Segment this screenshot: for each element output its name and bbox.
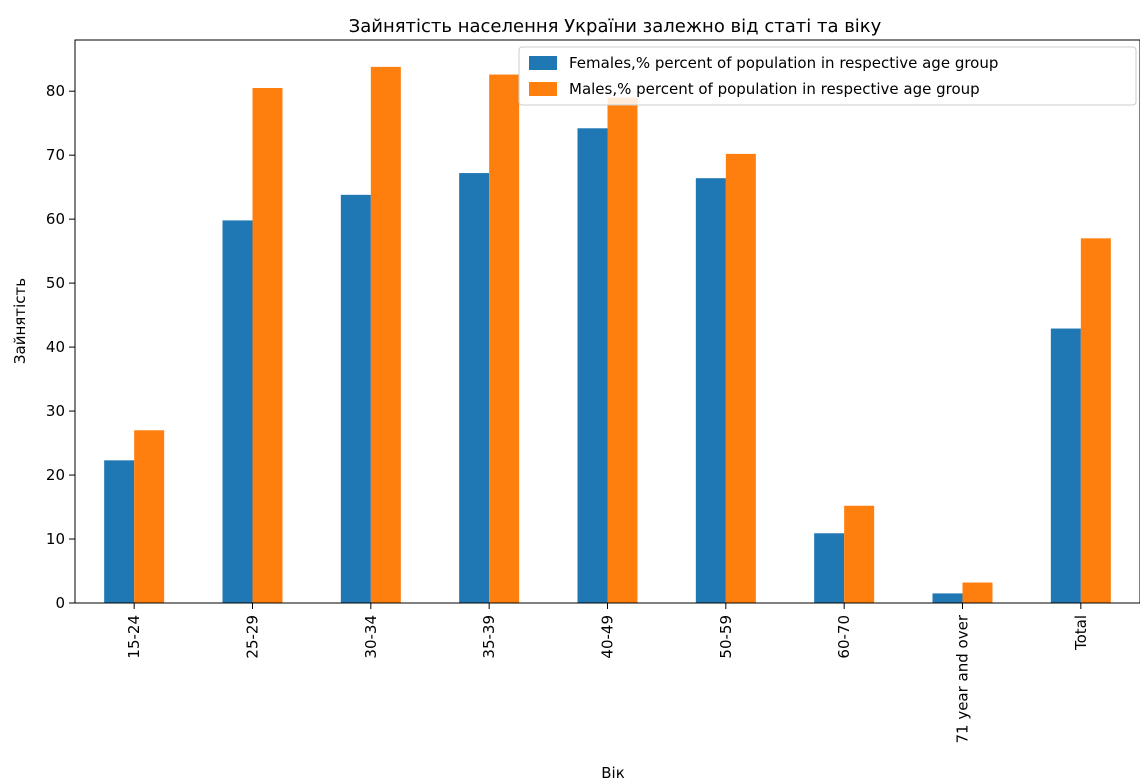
legend: Females,% percent of population in respe…	[518, 46, 1137, 106]
y-tick-label: 40	[46, 338, 65, 356]
bar-males	[844, 505, 875, 603]
y-tick-label: 70	[46, 146, 65, 164]
legend-label: Females,% percent of population in respe…	[569, 54, 998, 72]
bar-females	[340, 194, 371, 603]
x-axis: 15-24 25-29 30-34 35-39 40-49 50-59 60-70 71 ye…	[125, 603, 1090, 744]
x-axis-title: Вік	[601, 764, 625, 782]
y-tick-label: 0	[55, 594, 65, 612]
bar-males	[489, 74, 520, 603]
bar-males	[252, 87, 283, 603]
bar-females	[1050, 328, 1081, 603]
x-tick-label: 40-49	[599, 615, 617, 659]
chart-title: Зайнятість населення України залежно від…	[349, 16, 882, 37]
legend-box	[518, 46, 1137, 106]
x-tick-label: 35-39	[480, 615, 498, 659]
bar-males	[370, 66, 401, 603]
x-tick-label: 30-34	[362, 615, 380, 659]
bar-females	[814, 533, 845, 603]
bar-males	[725, 153, 756, 603]
y-tick-label: 80	[46, 82, 65, 100]
x-tick-label: 60-70	[835, 615, 853, 659]
legend-swatch	[529, 82, 557, 96]
bar-females	[932, 593, 963, 603]
y-axis-title: Зайнятість	[11, 278, 29, 364]
y-tick-label: 50	[46, 274, 65, 292]
bar-males	[1080, 238, 1111, 604]
x-tick-label: 71 year and over	[954, 614, 972, 743]
bar-females	[222, 220, 253, 604]
bar-females	[459, 173, 490, 603]
x-tick-label: Total	[1072, 615, 1090, 651]
bars	[104, 66, 1111, 604]
y-axis: 0 10 20 30 40 50 60 70 80	[46, 82, 75, 612]
y-tick-label: 10	[46, 530, 65, 548]
plot-frame	[74, 39, 1140, 604]
y-tick-label: 20	[46, 466, 65, 484]
legend-swatch	[529, 56, 557, 70]
bar-females	[695, 178, 726, 603]
y-tick-label: 30	[46, 402, 65, 420]
y-tick-label: 60	[46, 210, 65, 228]
bar-males	[134, 430, 165, 603]
bar-males	[607, 97, 638, 604]
legend-label: Males,% percent of population in respect…	[569, 80, 980, 98]
x-tick-label: 50-59	[717, 615, 735, 659]
x-tick-label: 25-29	[244, 615, 262, 659]
bar-females	[577, 128, 608, 603]
bar-males	[962, 582, 993, 603]
bar-females	[104, 460, 135, 603]
x-tick-label: 15-24	[125, 615, 143, 659]
